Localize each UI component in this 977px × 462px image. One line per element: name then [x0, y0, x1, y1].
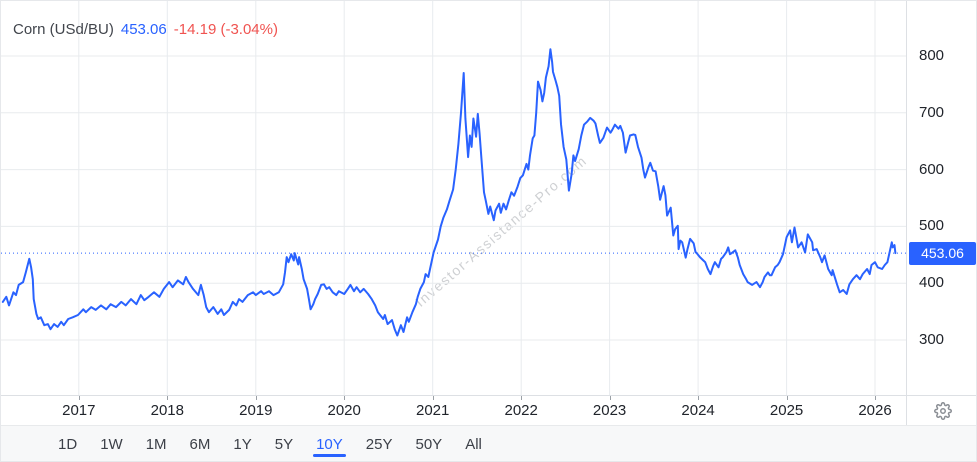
price-axis[interactable]: 453.06 300 400 500 600 700 800: [907, 1, 976, 395]
price-chart: [1, 1, 906, 395]
time-axis-label: 2023: [592, 402, 627, 419]
time-axis-tick: [698, 396, 700, 400]
time-axis-label: 2026: [858, 402, 892, 419]
time-axis-label: 2017: [62, 402, 96, 419]
time-axis-tick: [786, 396, 788, 400]
price-line-series: [1, 48, 897, 337]
time-axis-tick: [78, 396, 80, 400]
time-axis-separator: [1, 395, 976, 396]
time-axis-label: 2018: [150, 402, 184, 419]
time-axis-label: 2020: [327, 402, 361, 419]
time-axis-tick: [521, 396, 523, 400]
range-button-6m[interactable]: 6M: [189, 436, 211, 453]
range-button-1m[interactable]: 1M: [145, 436, 167, 453]
price-axis-label: 300: [919, 331, 945, 348]
range-button-50y[interactable]: 50Y: [415, 436, 443, 453]
price-axis-label: 500: [919, 217, 945, 235]
time-axis-label: 2021: [416, 402, 450, 419]
chart-header: Corn (USd/BU) 453.06 -14.19 (-3.04%): [13, 21, 278, 38]
time-axis-label: 2022: [504, 402, 538, 419]
settings-cell: [907, 396, 976, 425]
time-axis-label: 2025: [769, 402, 804, 419]
time-axis-tick: [875, 396, 876, 400]
range-button-1w[interactable]: 1W: [100, 436, 123, 453]
last-price: 453.06: [120, 21, 167, 38]
symbol-name: Corn (USd/BU): [13, 21, 114, 38]
time-axis-tick: [344, 396, 346, 400]
price-change: -14.19 (-3.04%): [173, 21, 278, 38]
range-button-10y[interactable]: 10Y: [313, 436, 346, 457]
time-axis-label: 2019: [239, 402, 273, 419]
time-axis-tick: [432, 396, 434, 400]
price-axis-label: 800: [919, 47, 945, 64]
chart-pane[interactable]: Investor-Assistance-Pro.com: [1, 1, 906, 395]
price-axis-label: 600: [919, 160, 945, 178]
range-button-1y[interactable]: 1Y: [233, 436, 252, 453]
price-axis-separator: [906, 1, 907, 425]
time-axis-label: 2024: [681, 402, 715, 419]
time-axis-tick: [167, 396, 169, 400]
range-button-1d[interactable]: 1D: [58, 436, 78, 453]
time-axis-tick: [609, 396, 611, 400]
range-button-25y[interactable]: 25Y: [365, 436, 393, 453]
range-button-all[interactable]: All: [465, 436, 482, 453]
range-button-5y[interactable]: 5Y: [274, 436, 294, 453]
gear-icon: [933, 401, 952, 420]
time-axis-tick: [255, 396, 257, 400]
settings-button[interactable]: [932, 400, 954, 422]
price-axis-label: 400: [919, 274, 945, 292]
time-axis[interactable]: 2017 2018 2019 2020 2021 2022 2023 2024 2025 2026: [1, 396, 906, 425]
range-toolbar: 1D 1W 1M 6M 1Y 5Y 10Y 25Y 50Y All: [1, 425, 976, 461]
price-axis-label: 700: [919, 103, 945, 121]
last-price-badge: 453.06: [909, 241, 976, 265]
